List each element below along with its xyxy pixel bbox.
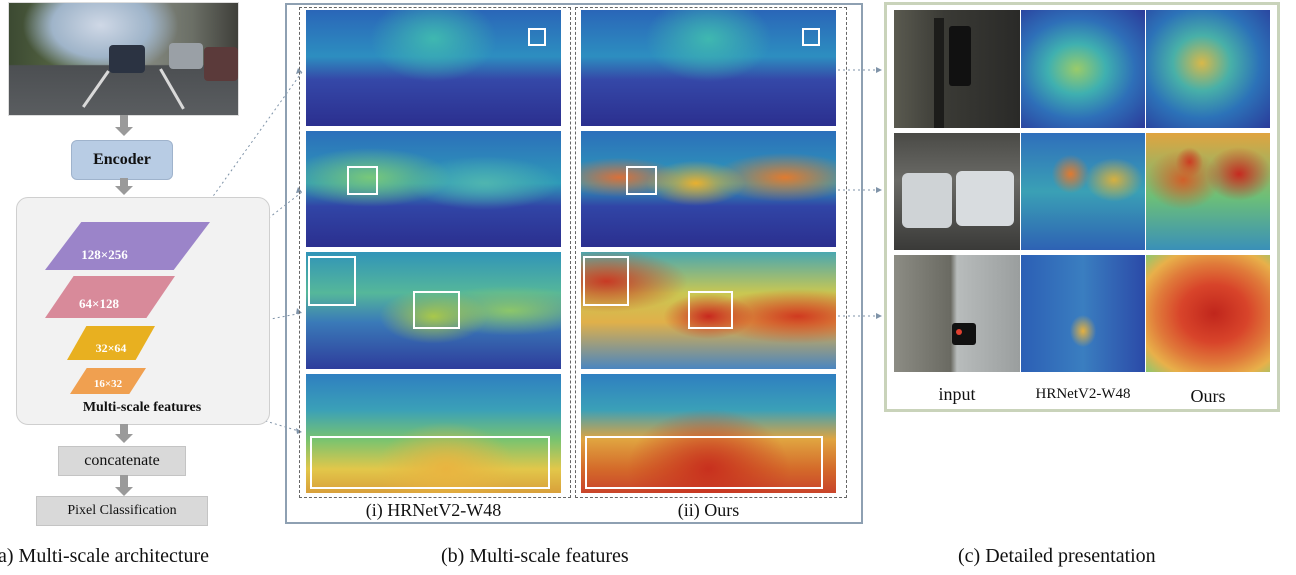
multi-scale-label: Multi-scale features	[82, 400, 202, 415]
caption-c: (c) Detailed presentation	[958, 545, 1156, 567]
lane-marking	[82, 70, 110, 108]
highlight-box	[308, 256, 356, 306]
arrow-down-icon	[115, 178, 133, 195]
ours-crop-2	[1146, 133, 1270, 250]
feature-scale-1-label: 128×256	[81, 247, 128, 262]
arrow-down-icon	[115, 475, 133, 496]
highlight-box	[413, 291, 460, 329]
hrnet-heatmap-1	[306, 10, 561, 126]
hrnet-column-label-c: HRNetV2-W48	[1035, 386, 1131, 402]
feature-scale-4-label: 16×32	[93, 378, 123, 390]
concatenate-label: concatenate	[84, 452, 160, 469]
caption-a: a) Multi-scale architecture	[0, 545, 209, 567]
car-shape	[109, 45, 145, 73]
feature-scale-2-label: 64×128	[79, 296, 119, 311]
input-crop-3	[894, 255, 1020, 372]
concatenate-block: concatenate	[58, 446, 186, 476]
ours-heatmap-1	[581, 10, 836, 126]
ours-heatmap-4	[581, 374, 836, 493]
ours-heatmap-2	[581, 131, 836, 247]
ours-crop-1	[1146, 10, 1270, 128]
feature-scale-3-label: 32×64	[95, 340, 127, 355]
ours-heatmap-3	[581, 252, 836, 369]
caption-b: (b) Multi-scale features	[441, 545, 629, 567]
car-shape	[169, 43, 203, 69]
highlight-box	[310, 436, 550, 489]
lane-marking	[159, 68, 185, 110]
highlight-box	[585, 436, 823, 489]
hrnet-crop-3	[1021, 255, 1145, 372]
arrow-down-icon	[115, 424, 133, 443]
encoder-label: Encoder	[93, 151, 151, 168]
ours-column-frame	[575, 7, 847, 498]
input-column-label: input	[938, 384, 976, 404]
pixel-classification-label: Pixel Classification	[67, 503, 177, 518]
car-shape	[204, 47, 238, 81]
hrnet-heatmap-3	[306, 252, 561, 369]
highlight-box	[528, 28, 546, 46]
ours-column-label-c: Ours	[1190, 386, 1226, 406]
hrnet-column-label: (i) HRNetV2-W48	[365, 500, 502, 520]
street-scene-image	[8, 2, 239, 116]
hrnet-column-frame	[299, 7, 571, 498]
input-crop-2	[894, 133, 1020, 250]
hrnet-heatmap-4	[306, 374, 561, 493]
hrnet-crop-1	[1021, 10, 1145, 128]
pixel-classification-block: Pixel Classification	[36, 496, 208, 526]
highlight-box	[688, 291, 733, 329]
input-crop-1	[894, 10, 1020, 128]
encoder-block: Encoder	[71, 140, 173, 180]
highlight-box	[583, 256, 629, 306]
multi-scale-features-panel	[285, 3, 863, 524]
ours-column-label: (ii) Ours	[677, 500, 740, 520]
arrow-down-icon	[115, 115, 133, 136]
ours-crop-3	[1146, 255, 1270, 372]
highlight-box	[626, 166, 657, 195]
hrnet-crop-2	[1021, 133, 1145, 250]
highlight-box	[802, 28, 820, 46]
hrnet-heatmap-2	[306, 131, 561, 247]
highlight-box	[347, 166, 378, 195]
